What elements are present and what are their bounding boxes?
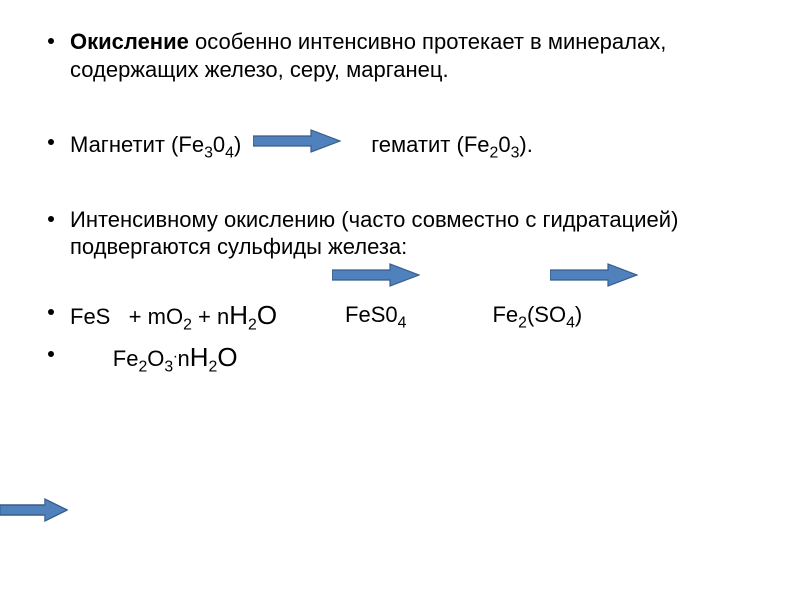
bullet-dot — [48, 351, 54, 357]
arrow-icon — [550, 263, 638, 294]
magnetite-label: Магнетит (Fe304) — [70, 131, 241, 159]
bullet-3-text: Интенсивному окислению (часто совместно … — [70, 206, 752, 261]
oxidation-word: Окисление — [70, 29, 189, 54]
hematite-label: гематит (Fe203). — [371, 131, 533, 159]
bullet-5-text: Fe2O3.nН2О — [70, 341, 752, 374]
bullet-5: Fe2O3.nН2О — [48, 341, 752, 374]
arrow-icon — [332, 263, 420, 294]
arrow-icon — [0, 498, 68, 529]
bullet-3: Интенсивному окислению (часто совместно … — [48, 206, 752, 261]
formula-fe203: Fe203 — [464, 132, 520, 157]
formula-fe2o3-nh2o: Fe2O3.nН2О — [113, 346, 238, 371]
arrow-icon — [253, 129, 341, 160]
bullet-1-text: Окисление особенно интенсивно протекает … — [70, 28, 752, 83]
bullet-dot — [48, 38, 54, 44]
bullet-2-text: Магнетит (Fe304) гематит (Fe203). — [70, 129, 752, 160]
bullet-dot — [48, 309, 54, 315]
bullet-dot — [48, 139, 54, 145]
bullet-dot — [48, 216, 54, 222]
formula-fe304: Fe304 — [178, 132, 234, 157]
bullet-2: Магнетит (Fe304) гематит (Fe203). — [48, 129, 752, 160]
bullet-1: Окисление особенно интенсивно протекает … — [48, 28, 752, 83]
